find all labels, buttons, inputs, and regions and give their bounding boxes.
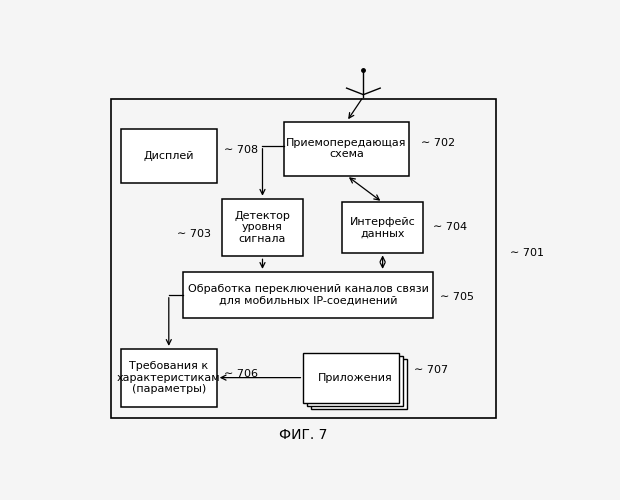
- Text: ∼ 701: ∼ 701: [510, 248, 544, 258]
- Bar: [284, 122, 409, 176]
- Text: ∼ 703: ∼ 703: [177, 229, 211, 239]
- Text: Приложения: Приложения: [318, 372, 392, 382]
- Bar: [307, 356, 403, 406]
- Bar: [111, 98, 495, 418]
- Text: ∼ 702: ∼ 702: [421, 138, 455, 148]
- Text: ∼ 704: ∼ 704: [433, 222, 467, 232]
- Text: ФИГ. 7: ФИГ. 7: [279, 428, 327, 442]
- Text: Обработка переключений каналов связи
для мобильных IP-соединений: Обработка переключений каналов связи для…: [188, 284, 428, 306]
- Text: Детектор
уровня
сигнала: Детектор уровня сигнала: [234, 211, 290, 244]
- Text: ∼ 706: ∼ 706: [224, 369, 258, 379]
- Bar: [311, 359, 407, 409]
- Bar: [222, 198, 303, 256]
- Bar: [303, 352, 399, 403]
- Text: Дисплей: Дисплей: [144, 151, 194, 162]
- Text: Требования к
характеристикам
(параметры): Требования к характеристикам (параметры): [117, 361, 221, 394]
- Text: ∼ 708: ∼ 708: [224, 146, 258, 156]
- Text: Интерфейс
данных: Интерфейс данных: [350, 216, 415, 238]
- Bar: [121, 130, 217, 183]
- Bar: [184, 272, 433, 318]
- Text: Приемопередающая
схема: Приемопередающая схема: [286, 138, 407, 160]
- Bar: [342, 202, 423, 252]
- Text: ∼ 705: ∼ 705: [440, 292, 474, 302]
- Text: ∼ 707: ∼ 707: [414, 365, 448, 375]
- Bar: [121, 349, 217, 406]
